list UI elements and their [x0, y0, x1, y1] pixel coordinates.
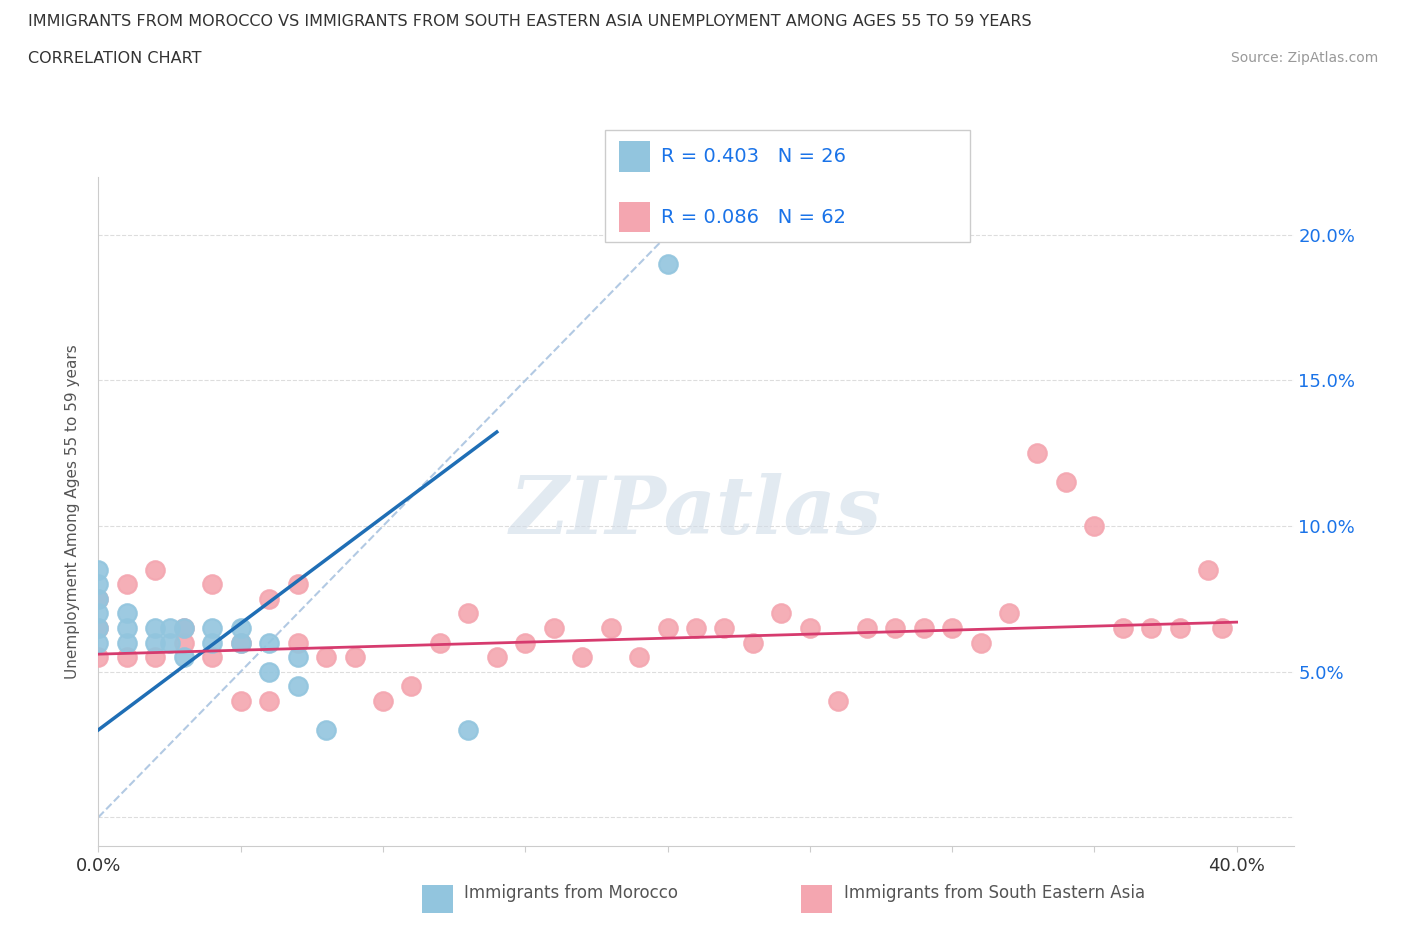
Point: [571, 650, 593, 665]
Point: [87, 563, 110, 578]
Point: [115, 650, 138, 665]
Point: [201, 650, 224, 665]
Point: [143, 620, 166, 635]
Point: [87, 591, 110, 606]
Point: [87, 606, 110, 621]
Point: [229, 620, 252, 635]
Point: [87, 650, 110, 665]
Point: [371, 693, 394, 708]
Point: [969, 635, 991, 650]
Point: [143, 650, 166, 665]
Point: [884, 620, 907, 635]
Point: [229, 635, 252, 650]
Point: [201, 635, 224, 650]
Point: [257, 693, 280, 708]
Text: R = 0.086   N = 62: R = 0.086 N = 62: [661, 207, 846, 227]
Point: [799, 620, 821, 635]
Text: ZIPatlas: ZIPatlas: [510, 472, 882, 551]
Point: [713, 620, 735, 635]
Point: [115, 635, 138, 650]
Point: [1168, 620, 1191, 635]
Point: [229, 635, 252, 650]
Point: [401, 679, 423, 694]
Point: [287, 679, 309, 694]
Point: [115, 577, 138, 591]
Text: IMMIGRANTS FROM MOROCCO VS IMMIGRANTS FROM SOUTH EASTERN ASIA UNEMPLOYMENT AMONG: IMMIGRANTS FROM MOROCCO VS IMMIGRANTS FR…: [28, 14, 1032, 29]
Point: [87, 620, 110, 635]
Y-axis label: Unemployment Among Ages 55 to 59 years: Unemployment Among Ages 55 to 59 years: [65, 344, 80, 679]
Text: R = 0.403   N = 26: R = 0.403 N = 26: [661, 147, 846, 166]
Point: [912, 620, 935, 635]
Point: [229, 693, 252, 708]
Point: [173, 650, 195, 665]
Point: [457, 723, 479, 737]
Point: [657, 257, 679, 272]
Point: [685, 620, 707, 635]
Point: [87, 635, 110, 650]
Point: [429, 635, 451, 650]
Point: [173, 620, 195, 635]
Point: [87, 577, 110, 591]
Point: [343, 650, 366, 665]
Point: [87, 620, 110, 635]
Text: Immigrants from South Eastern Asia: Immigrants from South Eastern Asia: [844, 884, 1144, 902]
Point: [143, 635, 166, 650]
Point: [457, 606, 479, 621]
Point: [257, 635, 280, 650]
Point: [1054, 475, 1077, 490]
Point: [173, 620, 195, 635]
Point: [143, 563, 166, 578]
Text: Immigrants from Morocco: Immigrants from Morocco: [464, 884, 678, 902]
Point: [159, 620, 181, 635]
Point: [1197, 563, 1219, 578]
Point: [515, 635, 537, 650]
Point: [315, 723, 337, 737]
Point: [257, 664, 280, 679]
Text: Source: ZipAtlas.com: Source: ZipAtlas.com: [1230, 51, 1378, 65]
Point: [87, 591, 110, 606]
Point: [485, 650, 508, 665]
Point: [741, 635, 763, 650]
Point: [827, 693, 849, 708]
Point: [287, 577, 309, 591]
Point: [543, 620, 565, 635]
Point: [201, 620, 224, 635]
Point: [1026, 445, 1049, 460]
Point: [770, 606, 793, 621]
Point: [1211, 620, 1233, 635]
Point: [1112, 620, 1135, 635]
Point: [1083, 519, 1105, 534]
Point: [855, 620, 877, 635]
Point: [1140, 620, 1163, 635]
Point: [315, 650, 337, 665]
Point: [657, 620, 679, 635]
Point: [257, 591, 280, 606]
Point: [115, 620, 138, 635]
Text: CORRELATION CHART: CORRELATION CHART: [28, 51, 201, 66]
Point: [941, 620, 963, 635]
Point: [287, 635, 309, 650]
Point: [173, 635, 195, 650]
Point: [628, 650, 651, 665]
Point: [115, 606, 138, 621]
Point: [201, 577, 224, 591]
Point: [599, 620, 621, 635]
Point: [287, 650, 309, 665]
Point: [159, 635, 181, 650]
Point: [998, 606, 1021, 621]
